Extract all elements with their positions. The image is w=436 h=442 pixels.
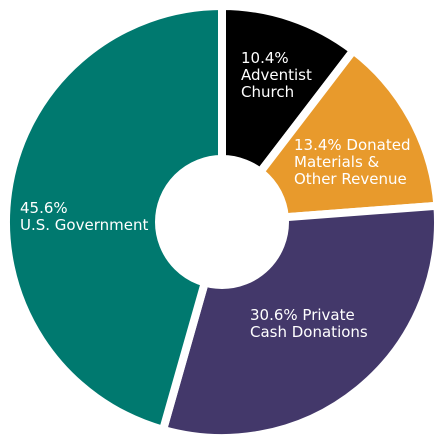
slice-label-2: 30.6% Private Cash Donations [250,306,368,341]
slice-label-line: Materials & [294,153,380,171]
slice-label-line: Church [241,83,294,101]
slice-label-line: 30.6% Private [250,306,355,324]
slice-label-line: Cash Donations [250,323,368,341]
slice-label-line: 13.4% Donated [294,136,410,154]
labels-layer: 10.4% Adventist Church 13.4% Donated Materia… [20,49,410,341]
slice-label-line: 45.6% [20,199,68,217]
slice-label-line: 10.4% [241,49,289,67]
slice-label-line: U.S. Government [20,216,148,234]
donut-hole [155,155,289,289]
donut-slice-3 [1,1,226,435]
slice-label-1: 13.4% Donated Materials & Other Revenue [294,136,410,188]
slice-label-line: Adventist [241,66,312,84]
slice-label-3: 45.6% U.S. Government [20,199,148,234]
slice-label-line: Other Revenue [294,170,407,188]
slice-label-0: 10.4% Adventist Church [241,49,312,101]
